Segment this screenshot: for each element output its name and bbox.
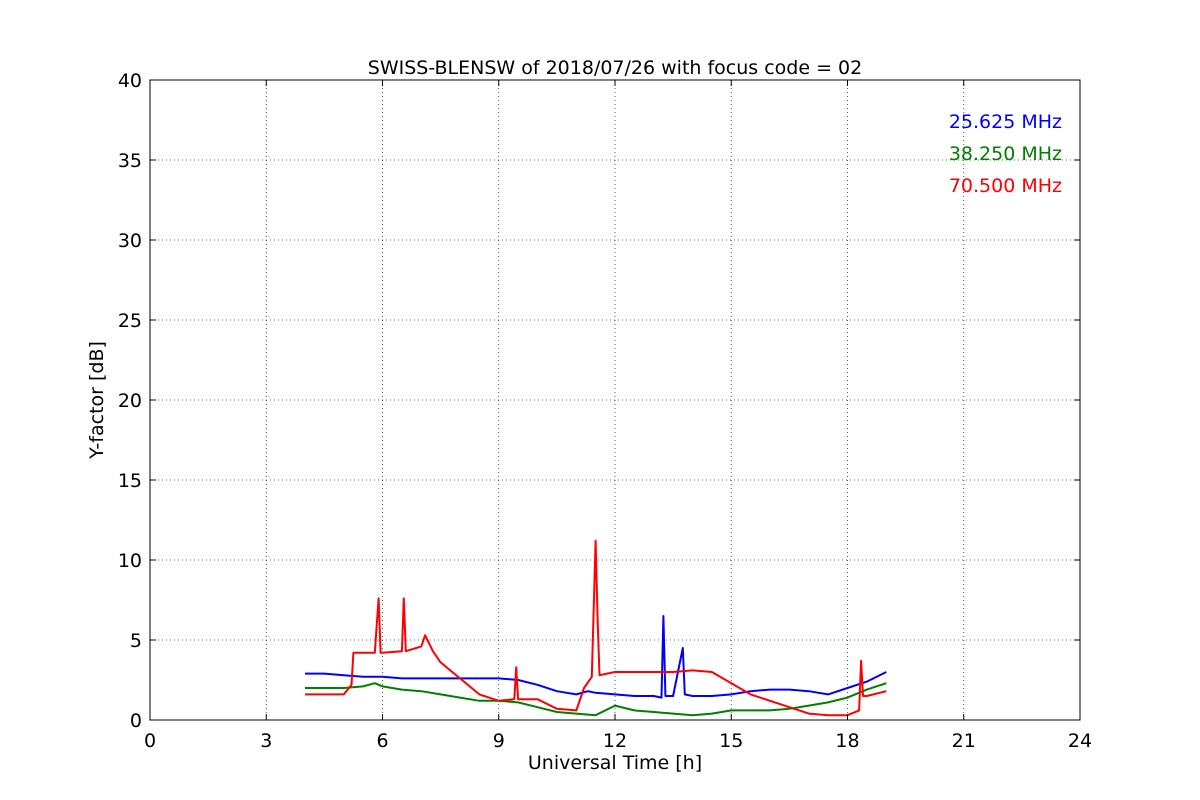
y-tick-label: 15 <box>118 470 142 492</box>
x-tick-label: 15 <box>719 730 743 752</box>
legend-label-70500: 70.500 MHz <box>949 175 1062 197</box>
series-line-70500 <box>305 539 887 717</box>
y-tick-label: 5 <box>130 630 142 652</box>
y-tick-label: 20 <box>118 390 142 412</box>
series-line-25625 <box>305 615 887 699</box>
axis-ticks <box>149 79 1081 721</box>
y-tick-label: 30 <box>118 230 142 252</box>
legend: 25.625 MHz 38.250 MHz 70.500 MHz <box>949 111 1062 197</box>
x-tick-label: 21 <box>952 730 976 752</box>
y-tick-label: 10 <box>118 550 142 572</box>
x-tick-labels: 0 3 6 9 12 15 18 21 24 <box>144 730 1092 752</box>
y-tick-labels: 0 5 10 15 20 25 30 35 40 <box>118 70 142 732</box>
legend-label-38250: 38.250 MHz <box>949 143 1062 165</box>
legend-label-25625: 25.625 MHz <box>949 111 1062 133</box>
x-tick-label: 18 <box>835 730 859 752</box>
chart-title: SWISS-BLENSW of 2018/07/26 with focus co… <box>368 57 862 79</box>
series-lines <box>305 539 887 717</box>
x-tick-label: 12 <box>603 730 627 752</box>
y-tick-label: 0 <box>130 710 142 732</box>
x-axis-label: Universal Time [h] <box>528 752 702 774</box>
x-tick-label: 9 <box>493 730 505 752</box>
x-tick-label: 24 <box>1068 730 1092 752</box>
x-tick-label: 3 <box>260 730 272 752</box>
y-tick-label: 35 <box>118 150 142 172</box>
x-tick-label: 0 <box>144 730 156 752</box>
x-tick-label: 6 <box>376 730 388 752</box>
series-line-38250 <box>305 682 887 717</box>
y-axis-label: Y-factor [dB] <box>86 341 108 460</box>
grid-lines <box>150 80 1080 720</box>
y-tick-label: 25 <box>118 310 142 332</box>
y-tick-label: 40 <box>118 70 142 92</box>
